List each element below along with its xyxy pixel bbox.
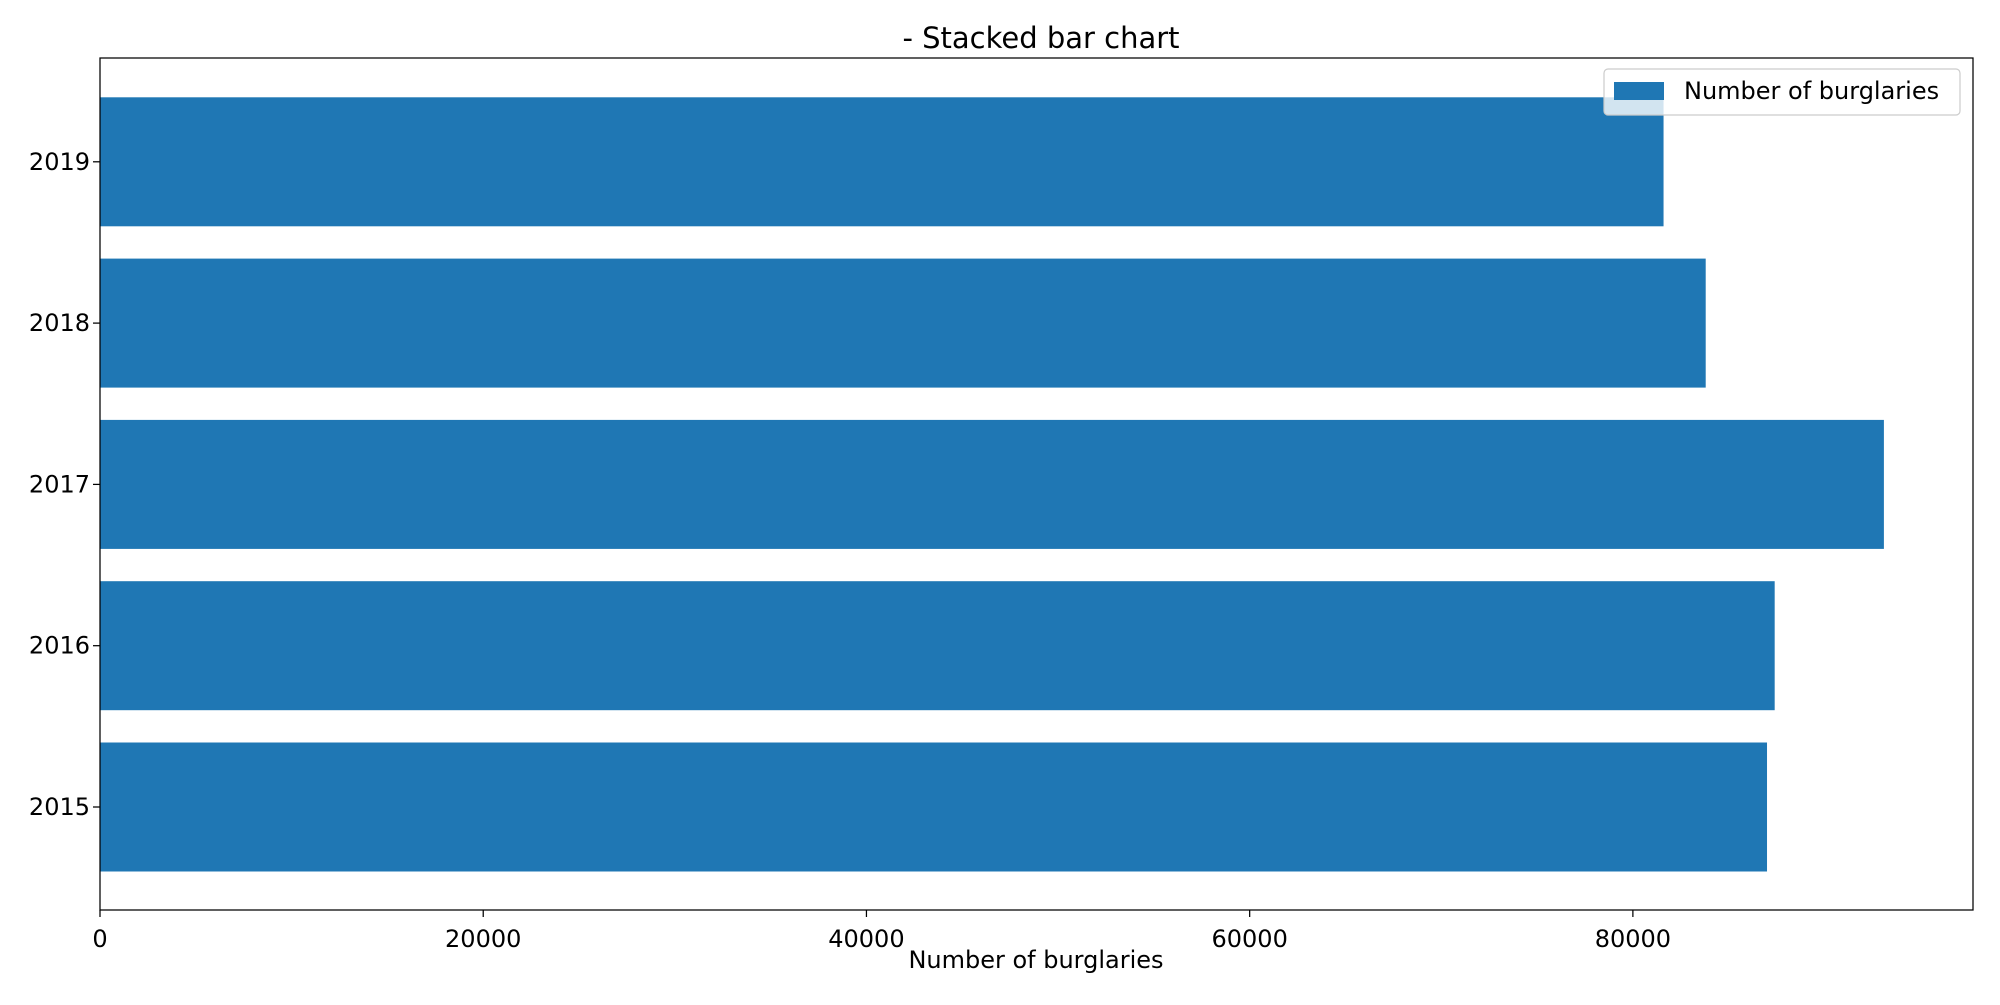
y-tick-label-2017: 2017 <box>29 470 90 498</box>
x-tick-label-40000: 40000 <box>828 925 904 953</box>
bar-2017 <box>100 419 1884 549</box>
x-tick-label-0: 0 <box>92 925 107 953</box>
x-tick-label-60000: 60000 <box>1211 925 1287 953</box>
bar-2019 <box>100 97 1664 227</box>
chart-title: - Stacked bar chart <box>902 21 1179 55</box>
y-tick-label-2015: 2015 <box>29 793 90 821</box>
y-tick-label-2019: 2019 <box>29 148 90 176</box>
x-axis: 0 20000 40000 60000 80000 <box>92 910 1671 953</box>
bar-2018 <box>100 258 1706 388</box>
legend-swatch <box>1614 82 1664 100</box>
bar-2015 <box>100 742 1768 872</box>
x-tick-label-20000: 20000 <box>445 925 521 953</box>
bar-2016 <box>100 581 1775 711</box>
x-axis-label: Number of burglaries <box>908 946 1163 974</box>
bars-layer <box>100 97 1884 872</box>
legend-box <box>1603 68 1961 116</box>
plot-frame <box>99 57 1974 911</box>
legend-label: Number of burglaries <box>1684 77 1939 105</box>
legend: Number of burglaries <box>1603 68 1961 116</box>
x-tick-label-80000: 80000 <box>1595 925 1671 953</box>
y-tick-label-2018: 2018 <box>29 309 90 337</box>
y-axis: 2015 2016 2017 2018 2019 <box>29 148 100 821</box>
y-tick-label-2016: 2016 <box>29 632 90 660</box>
